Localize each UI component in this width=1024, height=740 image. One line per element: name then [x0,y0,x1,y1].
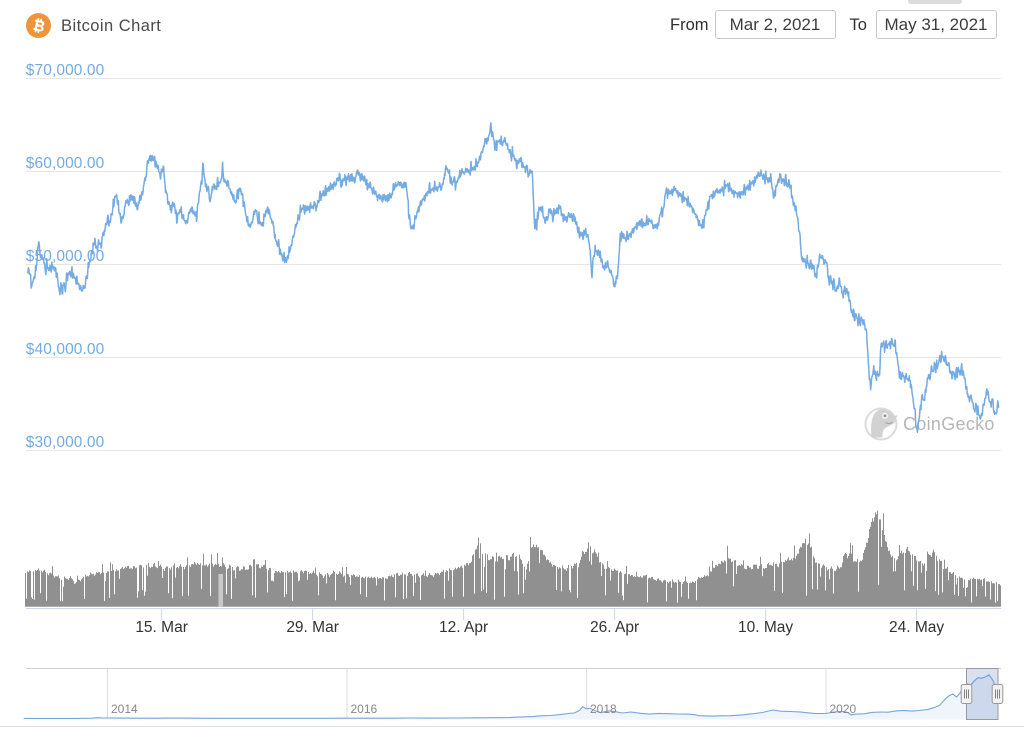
svg-text:26. Apr: 26. Apr [590,619,639,636]
svg-text:29. Mar: 29. Mar [286,619,339,636]
svg-text:24. May: 24. May [889,619,944,636]
svg-text:2014: 2014 [111,702,138,716]
svg-text:CoinGecko: CoinGecko [903,414,995,434]
svg-text:$40,000.00: $40,000.00 [26,341,105,358]
svg-text:$70,000.00: $70,000.00 [26,62,105,79]
svg-text:$60,000.00: $60,000.00 [26,155,105,172]
svg-text:2016: 2016 [351,702,378,716]
svg-text:$30,000.00: $30,000.00 [26,434,105,451]
svg-text:2018: 2018 [590,702,617,716]
svg-text:2020: 2020 [830,702,857,716]
svg-text:$50,000.00: $50,000.00 [26,248,105,265]
svg-text:12. Apr: 12. Apr [439,619,488,636]
svg-text:15. Mar: 15. Mar [135,619,188,636]
svg-text:10. May: 10. May [738,619,793,636]
